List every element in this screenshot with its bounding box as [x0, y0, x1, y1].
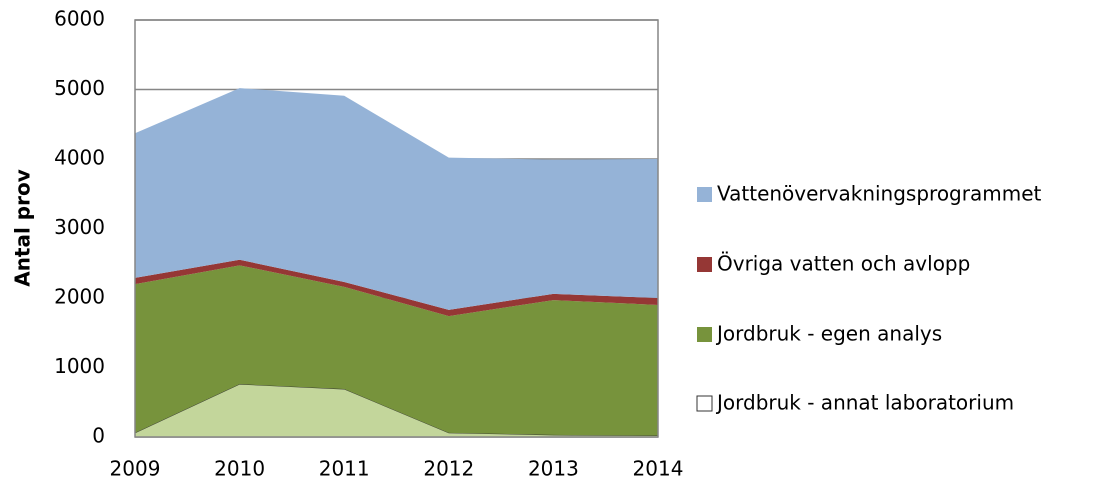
legend-swatch — [697, 327, 712, 342]
x-tick-label: 2009 — [110, 457, 161, 481]
area — [135, 88, 658, 310]
legend-label: Jordbruk - egen analys — [715, 322, 942, 346]
x-tick-label: 2014 — [633, 457, 684, 481]
x-tick-label: 2012 — [423, 457, 474, 481]
y-tick-label: 3000 — [54, 215, 105, 239]
plot-border — [134, 19, 659, 438]
y-tick-label: 1000 — [54, 354, 105, 378]
x-tick-label: 2010 — [214, 457, 265, 481]
y-tick-label: 6000 — [54, 7, 105, 31]
y-tick-label: 2000 — [54, 285, 105, 309]
legend-swatch — [696, 395, 713, 412]
x-tick-label: 2011 — [319, 457, 370, 481]
legend-label: Vattenövervakningsprogrammet — [717, 182, 1042, 206]
y-axis-label: Antal prov — [11, 169, 35, 287]
legend-label: Övriga vatten och avlopp — [717, 252, 970, 276]
legend-label: Jordbruk - annat laboratorium — [715, 391, 1014, 415]
y-tick-label: 0 — [92, 424, 105, 448]
legend-swatch — [697, 187, 712, 202]
y-tick-label: 5000 — [54, 76, 105, 100]
legend-swatch — [697, 257, 712, 272]
y-tick-label: 4000 — [54, 146, 105, 170]
x-tick-label: 2013 — [528, 457, 579, 481]
area — [135, 259, 658, 317]
area — [135, 265, 658, 436]
